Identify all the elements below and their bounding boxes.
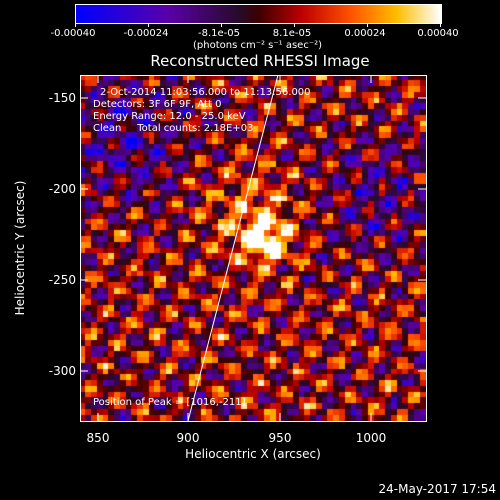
y-tick-label: -150 xyxy=(48,91,76,105)
colorbar xyxy=(75,4,442,24)
colorbar-tick-label: -0.00024 xyxy=(123,28,169,39)
x-tick-label: 1000 xyxy=(355,431,387,445)
peak-position-text: Position of Peak = [1016,-211] xyxy=(93,397,246,408)
x-axis-label: Heliocentric X (arcsec) xyxy=(185,447,321,461)
colorbar-tick-label: 0.00024 xyxy=(344,28,386,39)
colorbar-tick xyxy=(367,23,368,27)
y-tick-label: -200 xyxy=(48,182,76,196)
plot-frame xyxy=(80,75,427,422)
x-axis-ticks xyxy=(97,75,372,421)
colorbar-tick-label: -8.1e-05 xyxy=(198,28,240,39)
solar-limb-line xyxy=(187,74,279,422)
y-axis-label: Heliocentric Y (arcsec) xyxy=(13,180,27,316)
colorbar-tick-label: 0.00040 xyxy=(417,28,459,39)
plot-title: Reconstructed RHESSI Image xyxy=(150,52,370,70)
rhessi-image xyxy=(80,75,426,421)
clean-counts-text: Clean Total counts: 2.18E+03 xyxy=(93,123,254,134)
colorbar-tick xyxy=(148,23,149,27)
colorbar-tick xyxy=(75,23,76,27)
x-tick-label: 900 xyxy=(176,431,200,445)
colorbar-units-label: (photons cm⁻² s⁻¹ asec⁻²) xyxy=(192,40,323,51)
y-tick-label: -300 xyxy=(48,364,76,378)
colorbar-tick-label: 8.1e-05 xyxy=(272,28,312,39)
time-range-text: 2-Oct-2014 11:03:56.000 to 11:13:56.000 xyxy=(100,87,311,98)
colorbar-tick xyxy=(440,23,441,27)
y-tick-label: -250 xyxy=(48,273,76,287)
colorbar-tick-label: -0.00040 xyxy=(50,28,96,39)
detectors-text: Detectors: 3F 6F 9F, Att 0 xyxy=(93,99,222,110)
colorbar-tick xyxy=(294,23,295,27)
energy-range-text: Energy Range: 12.0 - 25.0 keV xyxy=(93,111,246,122)
footer-date-time: 24-May-2017 17:54 xyxy=(378,482,496,496)
x-tick-label: 850 xyxy=(86,431,110,445)
colorbar-tick xyxy=(221,23,222,27)
x-tick-label: 950 xyxy=(268,431,292,445)
y-axis-ticks xyxy=(80,97,426,372)
